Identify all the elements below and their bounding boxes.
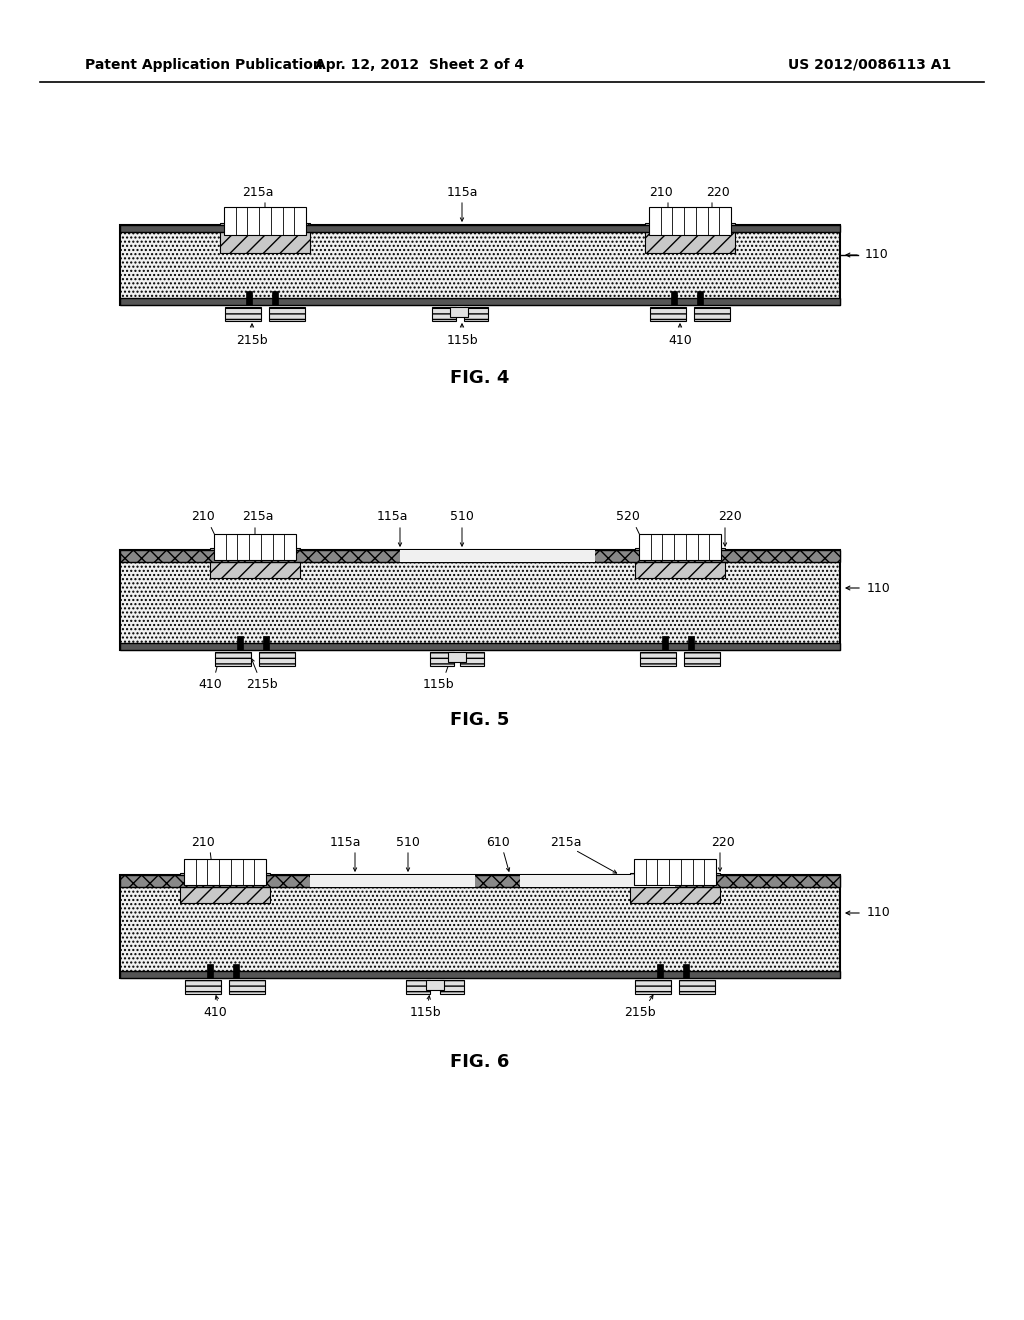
Bar	[645, 223, 735, 253]
Bar	[120, 875, 840, 887]
Bar	[224, 207, 306, 235]
Bar	[520, 875, 675, 887]
Text: 110: 110	[865, 248, 889, 261]
Text: 115a: 115a	[376, 511, 408, 524]
Text: 220: 220	[711, 837, 735, 850]
Bar	[246, 290, 252, 305]
Bar	[120, 875, 840, 978]
Text: 210: 210	[191, 837, 215, 850]
Bar	[464, 308, 488, 321]
Bar	[310, 875, 475, 887]
Bar	[400, 550, 595, 562]
Bar	[214, 535, 296, 560]
Text: 410: 410	[203, 1006, 227, 1019]
Text: 410: 410	[668, 334, 692, 346]
Text: 215b: 215b	[625, 1006, 655, 1019]
Text: 520: 520	[616, 511, 640, 524]
Text: 610: 610	[486, 837, 510, 850]
Text: 220: 220	[718, 511, 741, 524]
Text: FIG. 5: FIG. 5	[451, 711, 510, 729]
Bar	[120, 550, 840, 562]
Bar	[120, 224, 840, 305]
Text: FIG. 6: FIG. 6	[451, 1053, 510, 1071]
Bar	[432, 308, 456, 321]
Bar	[650, 308, 686, 321]
Bar	[679, 979, 715, 994]
Text: 220: 220	[707, 186, 730, 199]
Text: 115b: 115b	[422, 677, 454, 690]
Bar	[220, 223, 310, 253]
Bar	[694, 308, 730, 321]
Bar	[662, 636, 668, 649]
Bar	[635, 548, 725, 578]
Text: 210: 210	[191, 511, 215, 524]
Text: Apr. 12, 2012  Sheet 2 of 4: Apr. 12, 2012 Sheet 2 of 4	[315, 58, 524, 73]
Bar	[120, 224, 840, 232]
Bar	[215, 652, 251, 667]
Bar	[634, 859, 716, 884]
Bar	[210, 548, 300, 578]
Text: FIG. 4: FIG. 4	[451, 370, 510, 387]
Text: 215b: 215b	[246, 677, 278, 690]
Bar	[184, 859, 266, 884]
Bar	[440, 979, 464, 994]
Bar	[460, 652, 484, 667]
Bar	[649, 207, 731, 235]
Text: 510: 510	[396, 837, 420, 850]
Bar	[120, 298, 840, 305]
Bar	[237, 636, 243, 649]
Bar	[640, 652, 676, 667]
Bar	[671, 290, 677, 305]
Bar	[449, 652, 466, 663]
Text: Patent Application Publication: Patent Application Publication	[85, 58, 323, 73]
Bar	[259, 652, 295, 667]
Bar	[406, 979, 430, 994]
Bar	[185, 979, 221, 994]
Bar	[180, 873, 270, 903]
Bar	[120, 550, 840, 649]
Text: 115a: 115a	[446, 186, 478, 199]
Bar	[430, 652, 454, 667]
Text: 110: 110	[867, 582, 891, 594]
Text: 210: 210	[649, 186, 673, 199]
Bar	[120, 972, 840, 978]
Text: 410: 410	[198, 677, 222, 690]
Bar	[688, 636, 694, 649]
Text: 215a: 215a	[243, 511, 273, 524]
Text: 110: 110	[867, 907, 891, 920]
Bar	[697, 290, 703, 305]
Bar	[263, 636, 269, 649]
Bar	[639, 535, 721, 560]
Text: 215b: 215b	[237, 334, 268, 346]
Bar	[225, 308, 261, 321]
Bar	[426, 979, 444, 990]
Bar	[207, 964, 213, 978]
Text: 115b: 115b	[446, 334, 478, 346]
Bar	[272, 290, 278, 305]
Text: US 2012/0086113 A1: US 2012/0086113 A1	[788, 58, 951, 73]
Text: 115a: 115a	[330, 837, 360, 850]
Text: 215a: 215a	[550, 837, 582, 850]
Text: 215a: 215a	[243, 186, 273, 199]
Bar	[233, 964, 239, 978]
Bar	[684, 652, 720, 667]
Bar	[630, 873, 720, 903]
Bar	[269, 308, 305, 321]
Bar	[450, 308, 468, 317]
Bar	[683, 964, 689, 978]
Bar	[635, 979, 671, 994]
Bar	[657, 964, 663, 978]
Bar	[229, 979, 265, 994]
Text: 115b: 115b	[410, 1006, 440, 1019]
Text: 510: 510	[451, 511, 474, 524]
Bar	[120, 643, 840, 649]
